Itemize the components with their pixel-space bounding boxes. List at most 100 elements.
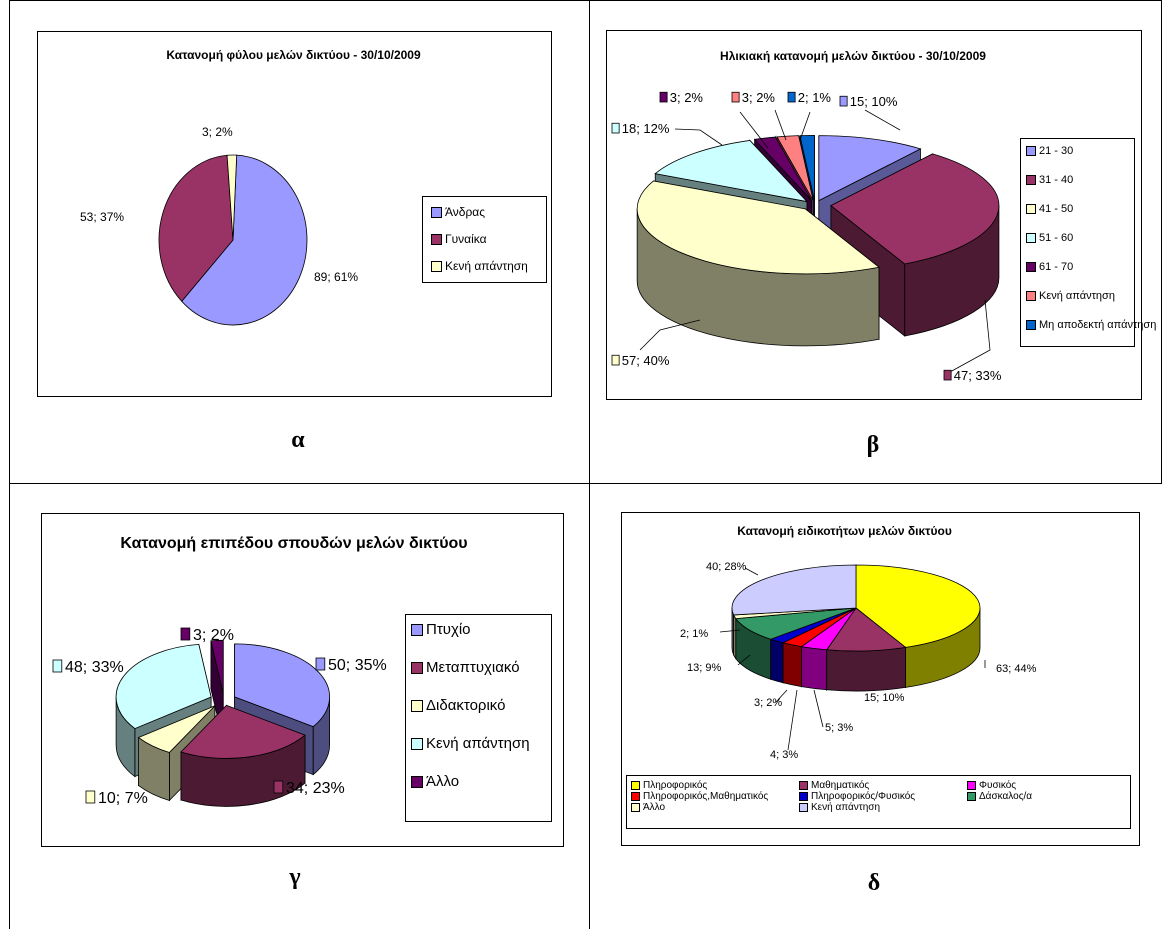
c-data-label-κενή-απάντηση: 48; 33%: [65, 659, 124, 676]
c-legend-item-διδακτορικό: Διδακτορικό: [411, 697, 505, 714]
d-side-πληροφορικός-φυσικός-20: [770, 638, 784, 684]
d-legend-label: Κενή απάντηση: [811, 802, 881, 813]
b-legend-item-41-50: 41 - 50: [1026, 203, 1073, 215]
b-slice-41-50: [636, 180, 880, 275]
d-leader-δάσκαλος-α: [737, 654, 751, 666]
b-slice-21-30: [818, 135, 922, 202]
c-slice-πτυχίο: [234, 643, 330, 728]
c-legend-label: Πτυχίο: [426, 621, 471, 638]
a-legend-label: Γυναίκα: [445, 232, 487, 246]
table-row-divider: [9, 483, 1162, 484]
b-leader-μη-αποδεκτή-απάντηση: [799, 111, 811, 141]
c-label-key-διδακτορικό: [85, 790, 96, 804]
d-legend-swatch: [799, 791, 808, 801]
b-data-label-61-70: 3; 2%: [670, 90, 704, 105]
b-legend-label: 31 - 40: [1039, 174, 1074, 186]
c-label-key-κενή-απάντηση: [52, 659, 63, 673]
b-legend-item-51-60: 51 - 60: [1026, 232, 1073, 244]
b-legend-label: 21 - 30: [1039, 145, 1074, 157]
a-legend-label: Άνδρας: [445, 205, 486, 219]
d-data-label-άλλο: 2; 1%: [680, 628, 708, 640]
d-legend-item-δάσκαλος-α: Δάσκαλος/α: [967, 791, 1032, 802]
c-legend-item-πτυχίο: Πτυχίο: [411, 621, 471, 638]
c-legend-swatch: [411, 662, 423, 675]
d-legend-label: Πληροφορικός,Μαθηματικός: [643, 791, 769, 802]
b-leader-21-30: [864, 109, 901, 131]
b-slice-31-40: [830, 153, 1000, 265]
b-data-label-51-60: 18; 12%: [622, 121, 670, 136]
c-data-label-πτυχίο: 50; 35%: [328, 657, 387, 674]
b-leader-51-60: [674, 128, 723, 146]
b-legend-swatch: [1026, 204, 1036, 215]
d-legend-swatch: [967, 780, 976, 790]
c-data-label-μεταπτυχιακό: 34; 23%: [286, 780, 345, 797]
b-legend-label: Μη αποδεκτή απάντηση: [1039, 319, 1157, 331]
d-leader-φυσικός: [813, 689, 824, 728]
b-legend-label: 51 - 60: [1039, 232, 1074, 244]
d-legend-swatch: [631, 791, 640, 801]
table-column-divider: [589, 0, 590, 929]
a-legend-item-γυναίκα: Γυναίκα: [431, 232, 487, 246]
chart-b-legend: 21 - 30 31 - 40 41 - 50 51 - 60 61 - 70 Κενή …: [1020, 138, 1156, 347]
b-slice-51-60: [654, 140, 809, 203]
d-data-label-πληροφορικός-μαθηματικός: 4; 3%: [770, 749, 798, 761]
b-slice-μη-αποδεκτή-απάντηση: [799, 134, 815, 201]
d-legend-label: Πληροφορικός: [643, 780, 708, 791]
d-legend-swatch: [967, 791, 976, 801]
d-side-μαθηματικός-23: [826, 646, 907, 692]
d-legend-item-πληροφορικός: Πληροφορικός: [631, 780, 707, 791]
b-label-key-61-70: [659, 91, 668, 103]
d-legend-swatch: [631, 802, 640, 812]
d-legend-item-κενή-απάντηση: Κενή απάντηση: [799, 802, 880, 813]
caption-b: β: [866, 432, 880, 458]
a-slice-άνδρας: [181, 154, 308, 326]
b-label-key-51-60: [611, 122, 620, 134]
c-legend-swatch: [411, 624, 423, 637]
c-label-key-πτυχίο: [315, 657, 326, 671]
chart-a-title: Κατανομή φύλου μελών δικτύου - 30/10/200…: [166, 48, 421, 62]
b-legend-swatch: [1026, 291, 1036, 302]
b-legend-label: 41 - 50: [1039, 203, 1074, 215]
b-legend-item-31-40: 31 - 40: [1026, 174, 1073, 186]
b-legend-swatch: [1026, 175, 1036, 186]
c-legend-item-άλλο: Άλλο: [411, 773, 459, 790]
d-legend-label: Δάσκαλος/α: [979, 791, 1033, 802]
d-data-label-φυσικός: 5; 3%: [825, 722, 853, 734]
c-legend-swatch: [411, 738, 423, 751]
c-legend-label: Μεταπτυχιακό: [426, 659, 520, 676]
c-legend-swatch: [411, 700, 423, 713]
d-data-label-δάσκαλος-α: 13; 9%: [687, 662, 721, 674]
d-leader-πληροφορικός-φυσικός: [775, 689, 788, 703]
c-legend-item-κενή-απάντηση: Κενή απάντηση: [411, 735, 530, 752]
chart-d-legend: Πληροφορικός Μαθηματικός Φυσικός Πληροφορικ…: [626, 775, 1131, 829]
a-legend-swatch: [431, 234, 442, 246]
d-data-label-μαθηματικός: 15; 10%: [864, 692, 905, 704]
d-legend-label: Άλλο: [643, 802, 666, 813]
d-leader-άλλο: [719, 629, 741, 633]
d-data-label-πληροφορικός-φυσικός: 3; 2%: [754, 697, 782, 709]
b-label-key-31-40: [943, 369, 952, 381]
d-legend-swatch: [799, 802, 808, 812]
b-label-key-21-30: [839, 95, 848, 107]
d-legend-item-μαθηματικός: Μαθηματικός: [799, 780, 869, 791]
chart-c-legend: Πτυχίο Μεταπτυχιακό Διδακτορικό Κενή απάντη…: [405, 614, 552, 822]
a-legend-item-άνδρας: Άνδρας: [431, 205, 485, 219]
caption-d: δ: [867, 870, 881, 896]
b-legend-item-21-30: 21 - 30: [1026, 145, 1073, 157]
a-legend-swatch: [431, 261, 442, 273]
b-slice-κενή-απάντηση: [776, 135, 814, 201]
b-data-label-κενή-απάντηση: 3; 2%: [742, 90, 776, 105]
d-leader-κενή-απάντηση: [744, 567, 759, 576]
b-legend-item-κενή-απάντηση: Κενή απάντηση: [1026, 290, 1115, 302]
c-data-label-διδακτορικό: 10; 7%: [98, 790, 148, 807]
d-legend-label: Φυσικός: [979, 780, 1017, 791]
d-data-label-κενή-απάντηση: 40; 28%: [706, 561, 747, 573]
b-legend-item-61-70: 61 - 70: [1026, 261, 1073, 273]
d-legend-swatch: [631, 780, 640, 790]
c-label-key-άλλο: [180, 627, 191, 641]
d-legend-swatch: [799, 780, 808, 790]
b-leader-61-70: [739, 111, 769, 149]
